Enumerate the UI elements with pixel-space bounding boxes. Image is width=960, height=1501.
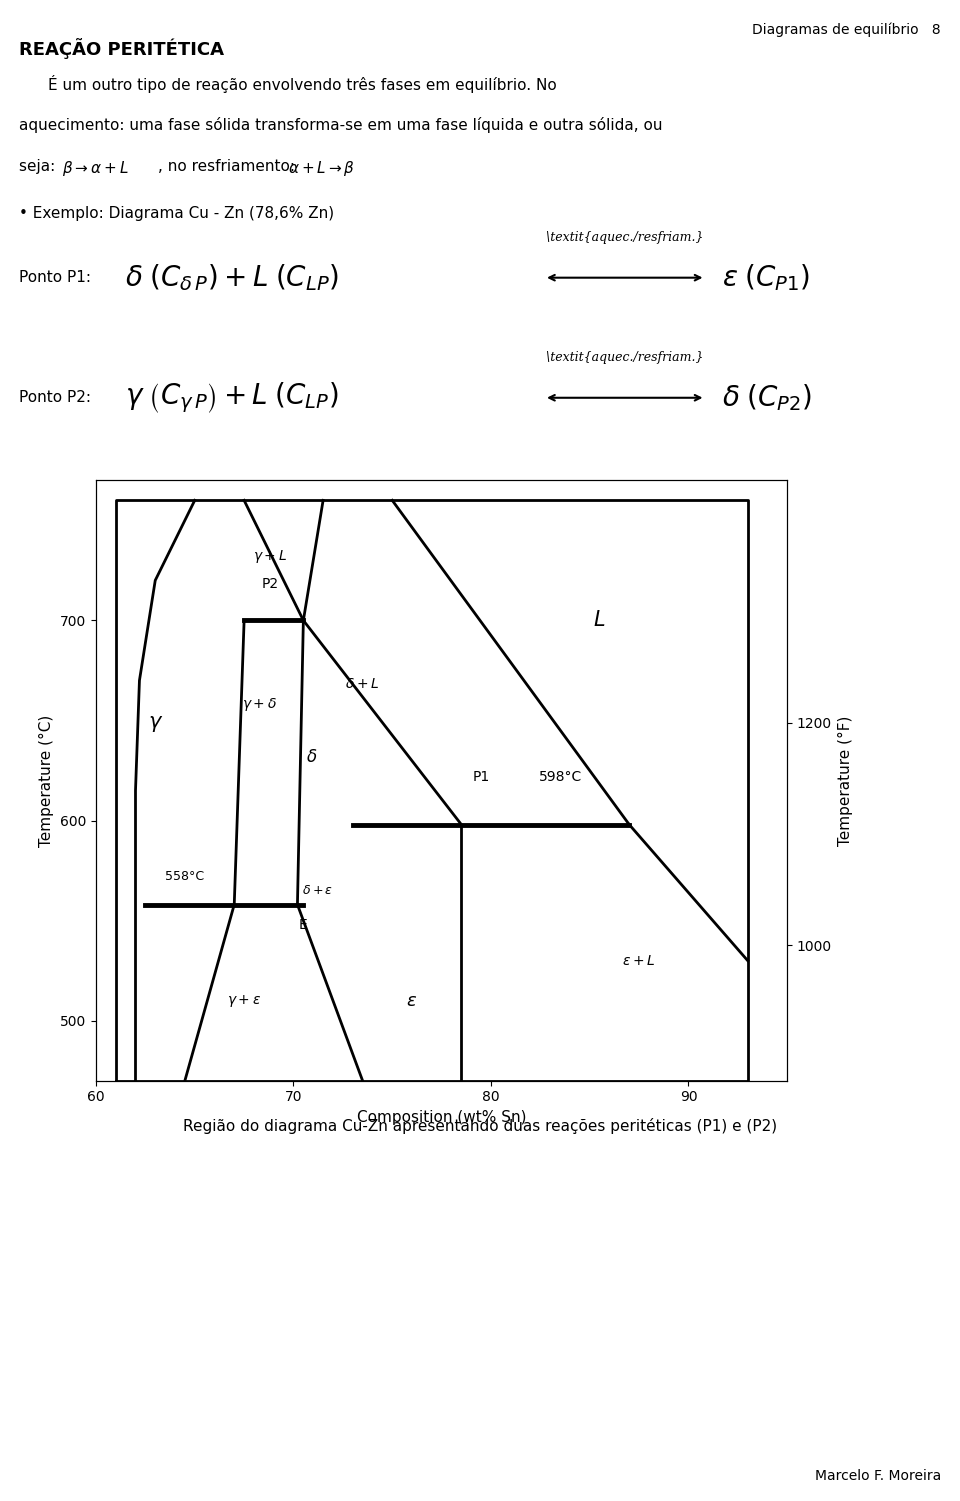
- Text: , no resfriamento:: , no resfriamento:: [158, 159, 300, 174]
- Text: Ponto P1:: Ponto P1:: [19, 270, 91, 285]
- Text: $\varepsilon$: $\varepsilon$: [406, 992, 418, 1010]
- Text: Ponto P2:: Ponto P2:: [19, 390, 91, 405]
- Text: $\gamma + \varepsilon$: $\gamma + \varepsilon$: [227, 992, 261, 1009]
- Text: $\varepsilon\;\left(C_{P1}\right)$: $\varepsilon\;\left(C_{P1}\right)$: [722, 263, 809, 293]
- Text: $\delta + L$: $\delta + L$: [346, 677, 380, 692]
- Text: $\gamma\;\left(C_{\gamma\,P}\right)+L\;\left(C_{LP}\right)$: $\gamma\;\left(C_{\gamma\,P}\right)+L\;\…: [125, 380, 339, 416]
- Text: 598°C: 598°C: [539, 770, 582, 784]
- Text: $\delta\;\left(C_{P2}\right)$: $\delta\;\left(C_{P2}\right)$: [722, 383, 811, 413]
- Text: E: E: [299, 917, 308, 932]
- Text: $\alpha + L \rightarrow \beta$: $\alpha + L \rightarrow \beta$: [288, 159, 355, 179]
- Text: REAÇÃO PERITÉTICA: REAÇÃO PERITÉTICA: [19, 38, 225, 59]
- Text: $\gamma + \delta$: $\gamma + \delta$: [242, 696, 277, 713]
- Text: seja:: seja:: [19, 159, 60, 174]
- Text: \textit{aquec./resfriam.}: \textit{aquec./resfriam.}: [546, 231, 704, 245]
- Text: $\gamma + L$: $\gamma + L$: [252, 548, 287, 564]
- Text: 558°C: 558°C: [165, 871, 204, 883]
- Text: aquecimento: uma fase sólida transforma-se em uma fase líquida e outra sólida, o: aquecimento: uma fase sólida transforma-…: [19, 117, 662, 134]
- Text: $\delta + \varepsilon$: $\delta + \varepsilon$: [301, 884, 333, 898]
- Text: Diagramas de equilíbrio   8: Diagramas de equilíbrio 8: [753, 23, 941, 38]
- Text: \textit{aquec./resfriam.}: \textit{aquec./resfriam.}: [546, 351, 704, 365]
- Text: $\delta$: $\delta$: [305, 747, 317, 766]
- Text: P1: P1: [472, 770, 490, 784]
- Text: P2: P2: [261, 578, 278, 591]
- Text: Região do diagrama Cu-Zn apresentando duas reações peritéticas (P1) e (P2): Região do diagrama Cu-Zn apresentando du…: [183, 1118, 777, 1135]
- Text: Marcelo F. Moreira: Marcelo F. Moreira: [814, 1469, 941, 1483]
- Text: • Exemplo: Diagrama Cu - Zn (78,6% Zn): • Exemplo: Diagrama Cu - Zn (78,6% Zn): [19, 206, 334, 221]
- X-axis label: Composition (wt% Sn): Composition (wt% Sn): [357, 1111, 526, 1124]
- Y-axis label: Temperature (°F): Temperature (°F): [838, 716, 852, 845]
- Text: É um outro tipo de reação envolvendo três fases em equilíbrio. No: É um outro tipo de reação envolvendo trê…: [48, 75, 557, 93]
- Text: $\beta \rightarrow \alpha + L$: $\beta \rightarrow \alpha + L$: [62, 159, 130, 179]
- Text: $\gamma$: $\gamma$: [148, 714, 163, 734]
- Text: $\varepsilon + L$: $\varepsilon + L$: [622, 953, 656, 968]
- Text: $L$: $L$: [593, 611, 606, 630]
- Text: $\delta\;\left(C_{\delta\,P}\right)+L\;\left(C_{LP}\right)$: $\delta\;\left(C_{\delta\,P}\right)+L\;\…: [125, 263, 339, 293]
- Y-axis label: Temperature (°C): Temperature (°C): [39, 714, 55, 847]
